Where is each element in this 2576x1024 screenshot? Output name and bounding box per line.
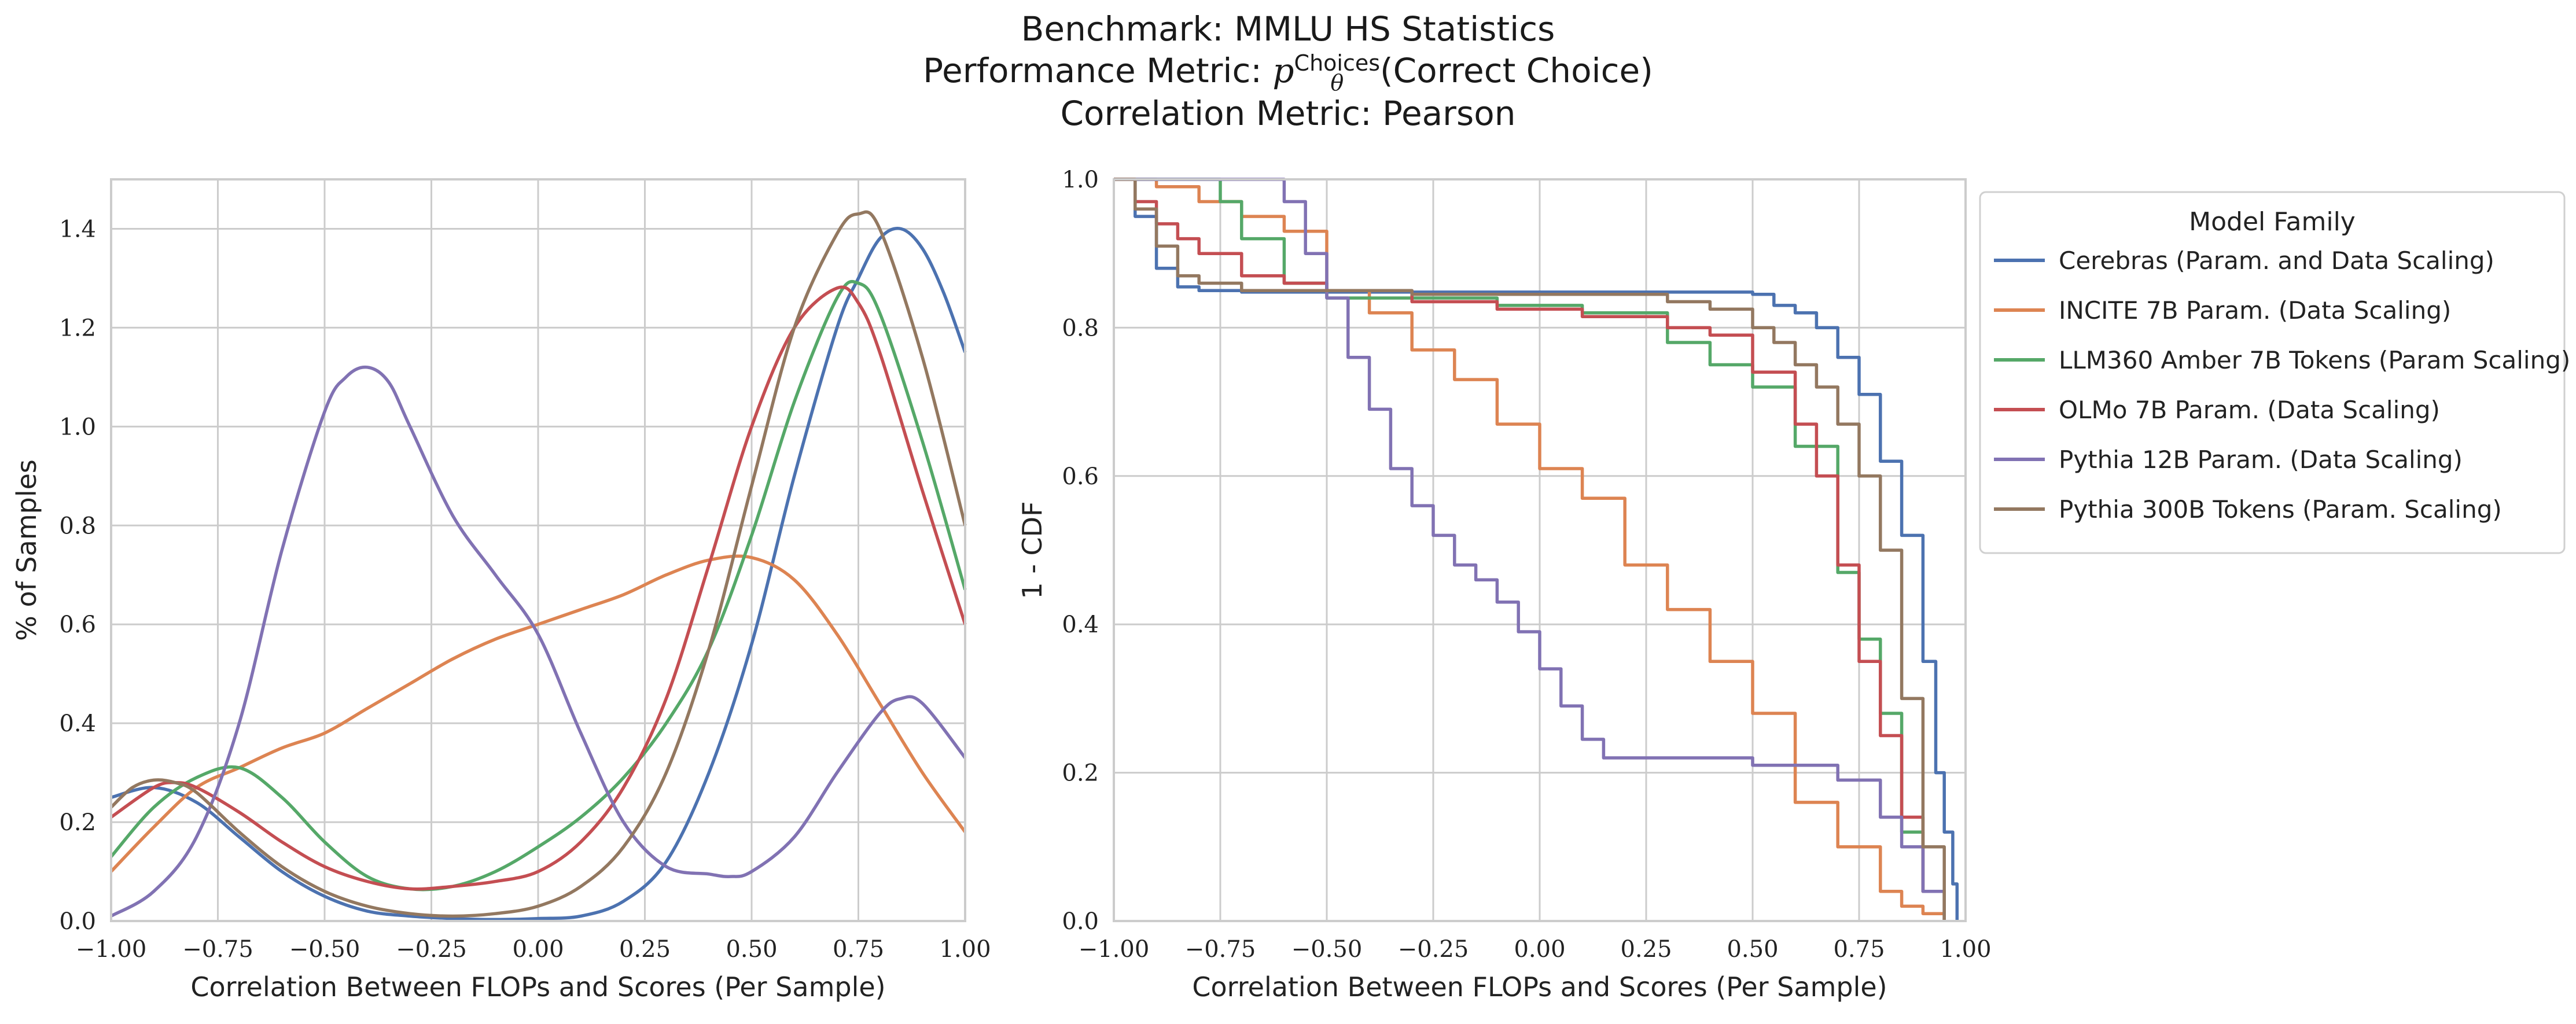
y-tick-label: 1.0 — [1062, 167, 1099, 193]
y-tick-label: 1.4 — [59, 216, 96, 242]
y-tick-label: 0.0 — [59, 908, 96, 935]
title-metric-sub: θ — [1330, 69, 1344, 95]
y-axis-label: % of Samples — [11, 459, 42, 641]
series-line-pythia300b — [110, 210, 967, 918]
legend-entry-olmo: OLMo 7B Param. (Data Scaling) — [2059, 396, 2440, 424]
x-tick-label: −1.00 — [1079, 936, 1150, 963]
series-line-olmo — [110, 285, 967, 891]
x-tick-label: −0.25 — [396, 936, 467, 963]
legend-entry-incite: INCITE 7B Param. (Data Scaling) — [2059, 296, 2451, 325]
y-tick-label: 1.0 — [59, 414, 96, 440]
y-axis-label: 1 - CDF — [1017, 501, 1048, 599]
x-tick-label: 1.00 — [939, 936, 991, 963]
series-line-cerebras — [1114, 178, 1959, 921]
title-metric-p: p — [1272, 51, 1294, 90]
legend-title: Model Family — [2189, 207, 2356, 237]
x-axis-label: Correlation Between FLOPs and Scores (Pe… — [190, 971, 885, 1003]
series-line-pythia300b — [1114, 178, 1946, 921]
y-tick-label: 0.6 — [1062, 463, 1099, 490]
x-tick-label: −0.50 — [289, 936, 360, 963]
legend-box — [1979, 191, 2566, 554]
y-tick-label: 0.4 — [59, 710, 96, 737]
legend-entry-pythia300b: Pythia 300B Tokens (Param. Scaling) — [2059, 495, 2502, 524]
x-tick-label: 0.25 — [1620, 936, 1672, 963]
series-line-incite — [1114, 178, 1946, 921]
x-tick-label: −0.25 — [1398, 936, 1469, 963]
y-tick-label: 0.8 — [1062, 315, 1099, 341]
x-axis-label: Correlation Between FLOPs and Scores (Pe… — [1192, 971, 1887, 1003]
y-tick-label: 0.2 — [1062, 760, 1099, 787]
x-tick-label: 1.00 — [1940, 936, 1991, 963]
series-line-pythia12b — [1114, 178, 1946, 921]
legend-entry-cerebras: Cerebras (Param. and Data Scaling) — [2059, 246, 2494, 275]
series-line-olmo — [1114, 178, 1946, 921]
title-metric-suffix: (Correct Choice) — [1380, 51, 1653, 90]
x-tick-label: 0.75 — [833, 936, 884, 963]
title-line-3: Correlation Metric: Pearson — [1060, 93, 1516, 133]
legend: Model Family Cerebras (Param. and Data Sc… — [1979, 191, 2570, 554]
x-tick-label: 0.00 — [512, 936, 564, 963]
x-tick-label: 0.50 — [726, 936, 777, 963]
x-tick-label: 0.25 — [619, 936, 671, 963]
x-tick-label: −0.50 — [1291, 936, 1363, 963]
x-tick-label: −0.75 — [1185, 936, 1256, 963]
chart-title: Benchmark: MMLU HS Statistics Performanc… — [0, 8, 2576, 134]
title-line-1: Benchmark: MMLU HS Statistics — [1021, 9, 1555, 49]
y-tick-label: 0.0 — [1062, 908, 1099, 935]
legend-entry-llm360: LLM360 Amber 7B Tokens (Param Scaling) — [2059, 346, 2570, 374]
series-line-pythia12b — [110, 365, 967, 918]
series-line-cerebras — [111, 227, 967, 922]
x-tick-label: 0.00 — [1514, 936, 1565, 963]
title-metric-prefix: Performance Metric: — [923, 51, 1273, 90]
cdf-panel: −1.00 −0.75 −0.50 −0.25 0.00 0.25 0.50 0.75 1.00… — [1017, 167, 1992, 1003]
y-tick-label: 0.4 — [1062, 612, 1099, 638]
legend-entry-pythia12b: Pythia 12B Param. (Data Scaling) — [2059, 445, 2463, 474]
y-tick-label: 1.2 — [59, 315, 96, 341]
series-line-llm360 — [109, 279, 967, 892]
density-panel: −1.00 −0.75 −0.50 −0.25 0.00 0.25 0.50 0.75 1.00… — [11, 178, 991, 1003]
series-line-incite — [110, 554, 967, 873]
series-line-llm360 — [1114, 178, 1946, 921]
x-tick-label: 0.50 — [1727, 936, 1778, 963]
plot-frame — [110, 178, 966, 922]
x-tick-label: 0.75 — [1833, 936, 1885, 963]
y-tick-label: 0.8 — [59, 513, 96, 539]
x-tick-label: −1.00 — [76, 936, 147, 963]
title-line-2: Performance Metric: p Choices θ (Correct Ch… — [0, 50, 2576, 95]
title-metric-sup: Choices — [1294, 50, 1381, 76]
x-tick-label: −0.75 — [182, 936, 253, 963]
y-tick-label: 0.6 — [59, 612, 96, 638]
y-tick-label: 0.2 — [59, 809, 96, 836]
plot-frame — [1113, 178, 1967, 922]
